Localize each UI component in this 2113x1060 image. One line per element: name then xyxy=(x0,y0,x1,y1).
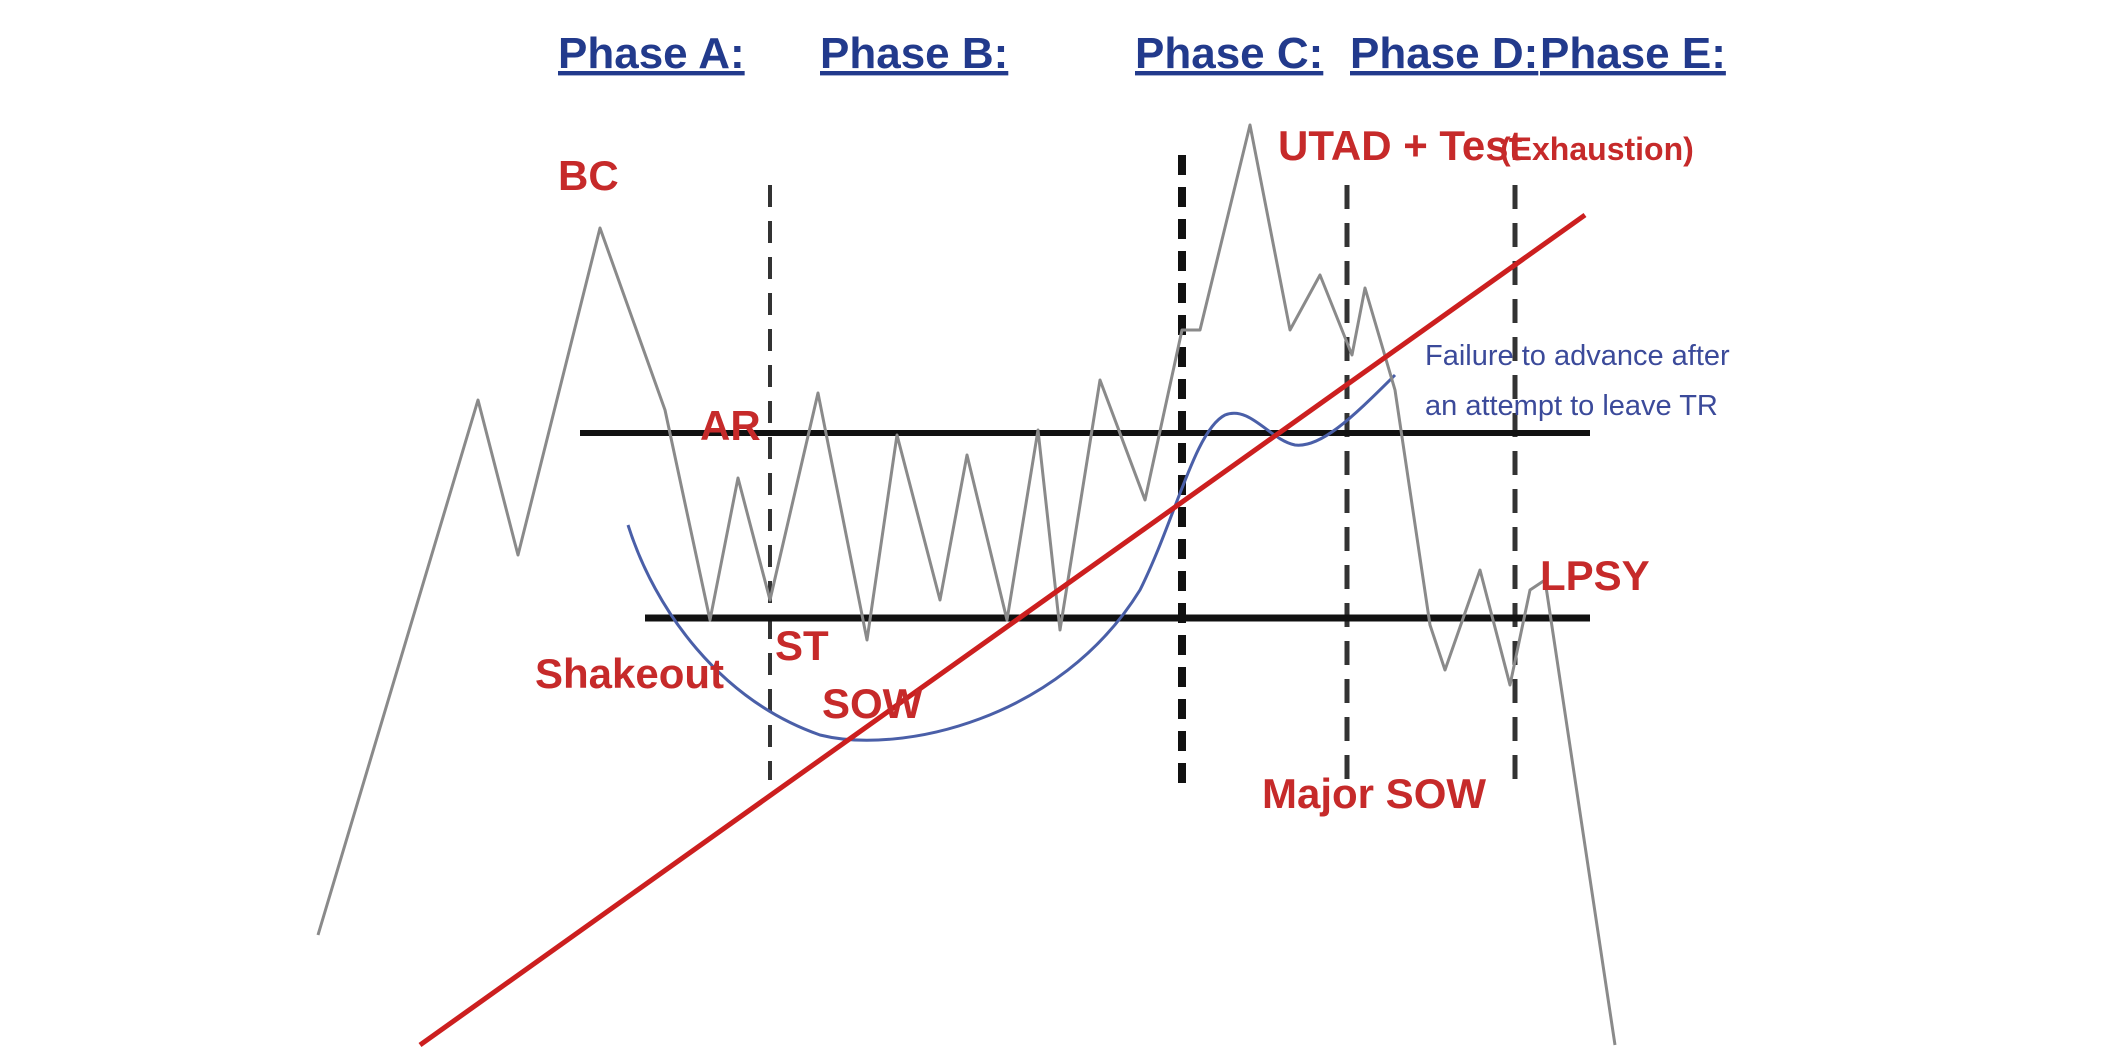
sow-label: SOW xyxy=(822,680,923,727)
shakeout-label: Shakeout xyxy=(535,650,724,697)
exhaustion-label: (Exhaustion) xyxy=(1500,131,1694,167)
lpsy-label: LPSY xyxy=(1540,552,1650,599)
phase-a-label: Phase A: xyxy=(558,29,745,78)
trend-line xyxy=(418,212,1587,1048)
phase-e-label: Phase E: xyxy=(1540,29,1726,78)
ar-label: AR xyxy=(700,402,761,449)
utad-label: UTAD + Test xyxy=(1278,122,1523,169)
bc-label: BC xyxy=(558,152,619,199)
note-line-2: an attempt to leave TR xyxy=(1425,390,1718,422)
rounding-curve xyxy=(626,373,1397,742)
phase-c-label: Phase C: xyxy=(1135,29,1323,78)
note-line-1: Failure to advance after xyxy=(1425,340,1730,372)
phase-b-label: Phase B: xyxy=(820,29,1008,78)
price-action-line xyxy=(316,123,1617,1046)
st-label: ST xyxy=(775,622,829,669)
phase-d-label: Phase D: xyxy=(1350,29,1538,78)
major-sow-label: Major SOW xyxy=(1262,770,1486,817)
